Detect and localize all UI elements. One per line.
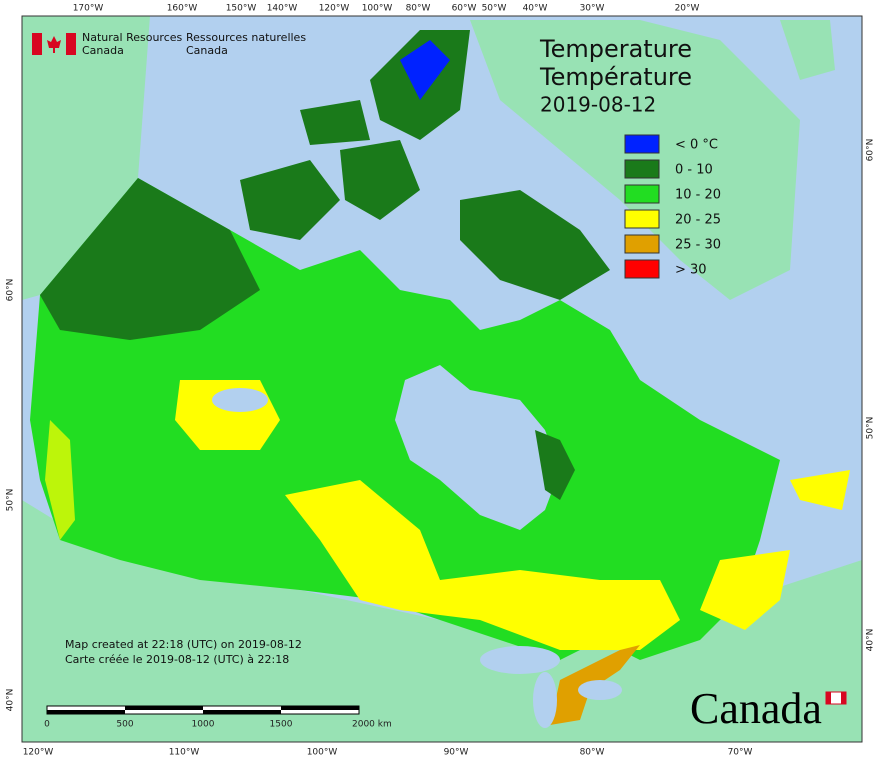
map-frame [21,15,863,743]
longitude-label: 120°W [23,748,54,758]
legend-swatch [624,259,660,279]
title: Température [539,63,692,91]
scale-label: 500 [116,720,133,730]
longitude-label: 150°W [226,4,257,14]
warm-zone-newfoundland [790,470,850,510]
longitude-label: 80°W [580,748,605,758]
agency-fr: Canada [186,44,228,57]
longitude-label: 170°W [73,4,104,14]
longitude-label: 40°W [523,4,548,14]
agency-en: Natural Resources [82,31,183,44]
legend-label: 20 - 25 [675,213,721,228]
baffin-island [460,190,610,300]
legend-label: < 0 °C [675,138,718,153]
legend-swatch [624,209,660,229]
longitude-label: 100°W [362,4,393,14]
scale-bar-segment [203,710,281,714]
scale-label: 1000 [192,720,215,730]
agency-fr: Ressources naturelles [186,31,306,44]
longitude-label: 140°W [267,4,298,14]
note: Carte créée le 2019-08-12 (UTC) à 22:18 [65,653,289,666]
arctic-islands-central [340,140,420,220]
legend-swatch [624,234,660,254]
legend-label: 10 - 20 [675,188,721,203]
logo [32,33,76,55]
lake-superior [480,646,560,674]
latitude-label: 60°N [866,139,876,162]
lake-michigan [533,672,557,728]
hudson-bay [395,365,560,530]
usa-land [22,500,862,742]
longitude-label: 50°W [482,4,507,14]
scale-label: 2000 km [352,720,392,730]
longitude-label: 110°W [169,748,200,758]
latitude-label: 40°N [866,629,876,652]
map-layers [21,15,863,743]
longitude-label: 80°W [406,4,431,14]
latitude-label: 50°N [6,489,16,512]
great-bear-lake [212,388,268,412]
wordmark: Canada [690,684,822,733]
alaska-land [22,16,150,300]
warm-zone-coast [45,420,75,540]
latitude-label: 40°N [6,689,16,712]
scale-bar-segment [47,710,125,714]
flag-bar-right [66,33,76,55]
wordmark-flag-bar [826,692,831,704]
agency-en: Canada [82,44,124,57]
wordmark-flag-bar [841,692,846,704]
latitude-label: 60°N [6,279,16,302]
longitude-label: 20°W [675,4,700,14]
title: Temperature [539,35,692,63]
longitude-label: 30°W [580,4,605,14]
latitude-label: 50°N [866,417,876,440]
warm-zone-south [285,480,680,650]
legend-swatch [624,159,660,179]
legend-label: 0 - 10 [675,163,713,178]
lake-erie [578,680,622,700]
arctic-islands-north [300,100,370,145]
legend-label: > 30 [675,263,707,278]
flag-leaf [47,36,61,53]
note: Map created at 22:18 (UTC) on 2019-08-12 [65,638,302,651]
longitude-label: 120°W [319,4,350,14]
arctic-islands-west [240,160,340,240]
longitude-label: 90°W [444,748,469,758]
cool-zone-quebec [535,430,575,500]
scale-label: 0 [44,720,50,730]
ice-cap [400,40,450,100]
iceland-land [780,20,835,80]
legend-swatch [624,134,660,154]
longitude-label: 70°W [728,748,753,758]
scale-bar-segment [281,706,359,710]
legend-label: 25 - 30 [675,238,721,253]
date: 2019-08-12 [540,93,656,117]
legend-swatch [624,184,660,204]
scale-bar-segment [125,706,203,710]
scale-bar [46,705,360,715]
longitude-label: 100°W [307,748,338,758]
warm-zone-maritimes [700,550,790,630]
longitude-label: 160°W [167,4,198,14]
flag-bar-left [32,33,42,55]
northwest-cool-zone [40,178,260,340]
scale-label: 1500 [270,720,293,730]
longitude-label: 60°W [452,4,477,14]
